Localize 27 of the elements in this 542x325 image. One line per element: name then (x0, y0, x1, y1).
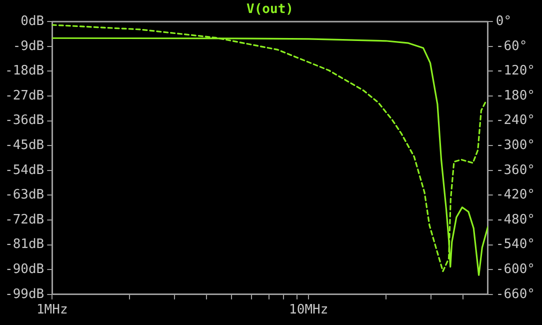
y2-tick-label: -360° (496, 162, 536, 178)
y2-tick-label: -420° (496, 188, 536, 203)
y2-tick-label: 0° (496, 14, 512, 29)
y2-tick-label: -120° (496, 64, 536, 79)
y-tick-label: -18dB (4, 64, 44, 79)
y-tick-label: -72dB (4, 212, 44, 228)
y2-tick-label: -240° (496, 113, 536, 128)
y-tick-label: -9dB (12, 38, 44, 54)
y2-tick-label: -300° (496, 138, 536, 153)
y-tick-label: -90dB (4, 262, 44, 277)
y2-tick-label: -600° (496, 262, 536, 277)
y-tick-label: -81dB (4, 237, 44, 252)
y2-tick-label: -480° (496, 212, 536, 228)
chart-title: V(out) (246, 2, 294, 18)
y-tick-label: -36dB (4, 113, 44, 128)
y2-tick-label: -60° (496, 38, 528, 54)
x-tick-label: 10MHz (289, 302, 328, 318)
x-tick-label: 1MHz (36, 302, 68, 318)
y-tick-label: 0dB (20, 14, 44, 29)
y-tick-label: -63dB (4, 188, 44, 203)
y2-tick-label: -660° (496, 286, 536, 302)
y-tick-label: -45dB (4, 138, 44, 153)
y-tick-label: -54dB (4, 162, 44, 178)
y2-tick-label: -540° (496, 237, 536, 252)
y2-tick-label: -180° (496, 88, 536, 104)
y-tick-label: -27dB (4, 88, 44, 104)
y-tick-label: -99dB (4, 286, 44, 302)
